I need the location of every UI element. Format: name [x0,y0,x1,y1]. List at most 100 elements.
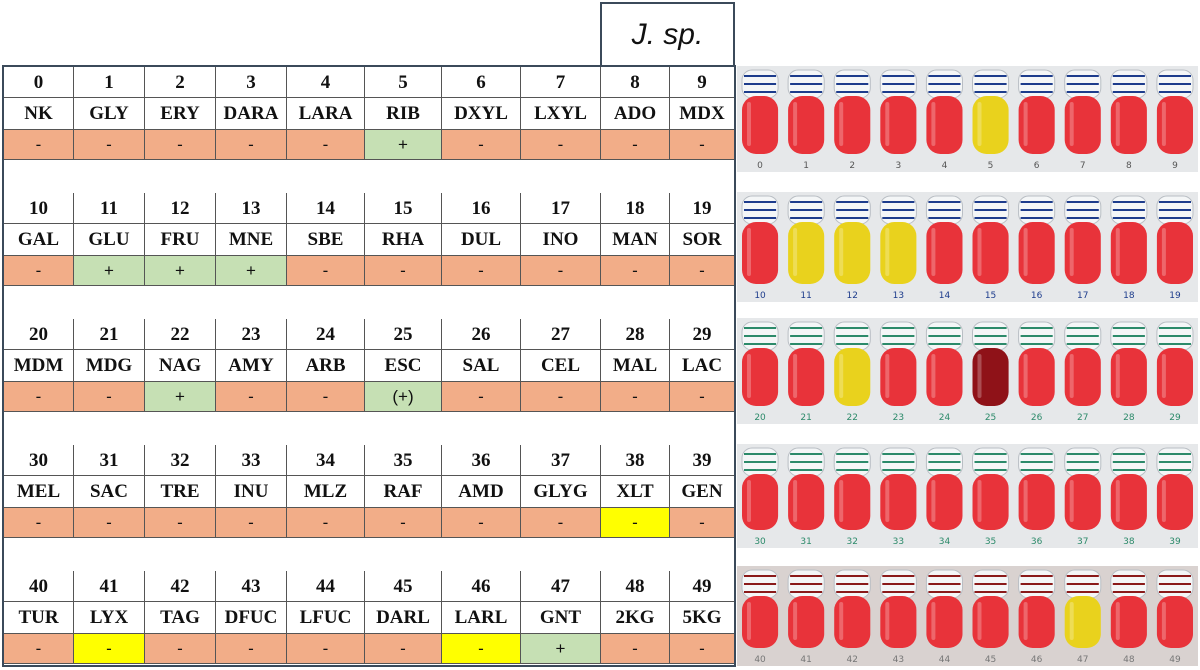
test-number: 19 [692,197,712,219]
test-abbreviation: SBE [287,224,365,256]
strip-photo: 0 1 2 3 4 5 6 7 8 9 [737,66,1198,172]
test-number: 38 [601,445,670,476]
number-row: 20 21 22 23 24 25 26 27 28 29 [4,319,734,350]
test-result: - [287,256,365,286]
test-result: - [442,256,521,286]
test-result: - [4,634,74,664]
test-abbreviation: GLU [74,224,145,256]
row-divider [4,537,734,538]
strip-number-label: 8 [1126,161,1132,171]
strip-number-label: 38 [1123,537,1135,547]
cupule-tube: 47 [1064,569,1102,665]
strip-number-label: 22 [847,413,858,423]
strip-number-label: 33 [893,537,904,547]
cupule-tube: 48 [1110,569,1148,665]
test-abbreviation: MDM [4,350,74,382]
test-result: - [287,382,365,412]
test-number: 47 [521,571,601,602]
cupule-tube: 23 [879,321,917,423]
test-abbreviation: ADO [601,98,670,130]
strip-number-label: 23 [893,413,904,423]
test-result: (+) [365,382,442,412]
test-result: - [670,256,734,286]
test-abbreviation: AMD [442,476,521,508]
cupule-tube: 7 [1064,69,1102,171]
cupule-tube: 25 [972,321,1010,423]
row-divider [4,159,734,160]
test-number: 40 [4,571,74,602]
test-number: 20 [4,319,74,350]
test-result: - [442,634,521,664]
cupule-tube: 22 [833,321,871,423]
test-abbreviation: SAL [442,350,521,382]
test-number: 12 [145,193,216,224]
test-abbreviation: GLYG [521,476,601,508]
strip-number-label: 42 [847,655,858,665]
test-result: - [601,256,670,286]
strip-number-label: 41 [800,655,811,665]
cupule-tube: 38 [1110,447,1148,547]
row-divider [4,97,734,98]
test-number: 29 [692,323,712,345]
test-abbreviation: MAN [601,224,670,256]
test-abbreviation: GAL [4,224,74,256]
number-row: 10 11 12 13 14 15 16 17 18 19 [4,193,734,224]
test-result: - [521,382,601,412]
test-number: 14 [287,193,365,224]
cupule-tube: 18 [1110,195,1148,301]
strip-number-label: 32 [847,537,858,547]
strip-number-label: 48 [1123,655,1135,665]
test-result: - [4,382,74,412]
strip-number-label: 13 [893,291,904,301]
test-number: 9 [697,71,707,93]
test-result: + [145,382,216,412]
strip-number-label: 17 [1077,291,1088,301]
test-result: - [442,508,521,538]
strip-number-label: 2 [849,161,855,171]
test-abbreviation: INU [216,476,287,508]
cupule-tube: 41 [787,569,825,665]
strip-number-label: 5 [988,161,994,171]
row-divider [4,663,734,664]
abbreviation-row: TUR LYX TAG DFUC LFUC DARL LARL GNT 2KG 5KG [4,602,734,634]
abbreviation-row: MEL SAC TRE INU MLZ RAF AMD GLYG XLT GEN [4,476,734,508]
cupule-tube: 2 [833,69,871,171]
test-result: - [74,130,145,160]
test-abbreviation: FRU [145,224,216,256]
cupule-tube: 40 [741,569,779,665]
test-result: - [670,382,734,412]
test-abbreviation: INO [521,224,601,256]
cupule-tube: 36 [1018,447,1056,547]
cupule-tube: 20 [741,321,779,423]
cupule-tube: 29 [1156,321,1194,423]
test-number: 26 [442,319,521,350]
test-abbreviation: SAC [74,476,145,508]
strip-number-label: 43 [893,655,904,665]
cupule-tube: 3 [879,69,917,171]
strip-number-label: 45 [985,655,996,665]
test-abbreviation: DXYL [442,98,521,130]
test-abbreviation: GEN [681,481,723,502]
test-abbreviation: ARB [287,350,365,382]
test-result: - [145,634,216,664]
strip-number-label: 44 [939,655,951,665]
strip-photo: 30 31 32 33 34 35 36 37 38 39 [737,444,1198,548]
test-number: 21 [74,319,145,350]
test-abbreviation: TRE [145,476,216,508]
test-number: 22 [145,319,216,350]
test-number: 10 [4,193,74,224]
test-abbreviation: SOR [682,229,722,250]
test-abbreviation: LYX [74,602,145,634]
test-result: + [74,256,145,286]
test-number: 45 [365,571,442,602]
row-divider [4,349,734,350]
cupule-tube: 24 [925,321,963,423]
test-number: 18 [601,193,670,224]
test-result: - [4,256,74,286]
cupule-tube: 0 [741,69,779,171]
test-result: - [74,508,145,538]
test-abbreviation: 5KG [682,607,722,628]
test-number: 1 [74,67,145,98]
row-divider [4,223,734,224]
result-row: - - - - - - - + - - [4,634,734,664]
